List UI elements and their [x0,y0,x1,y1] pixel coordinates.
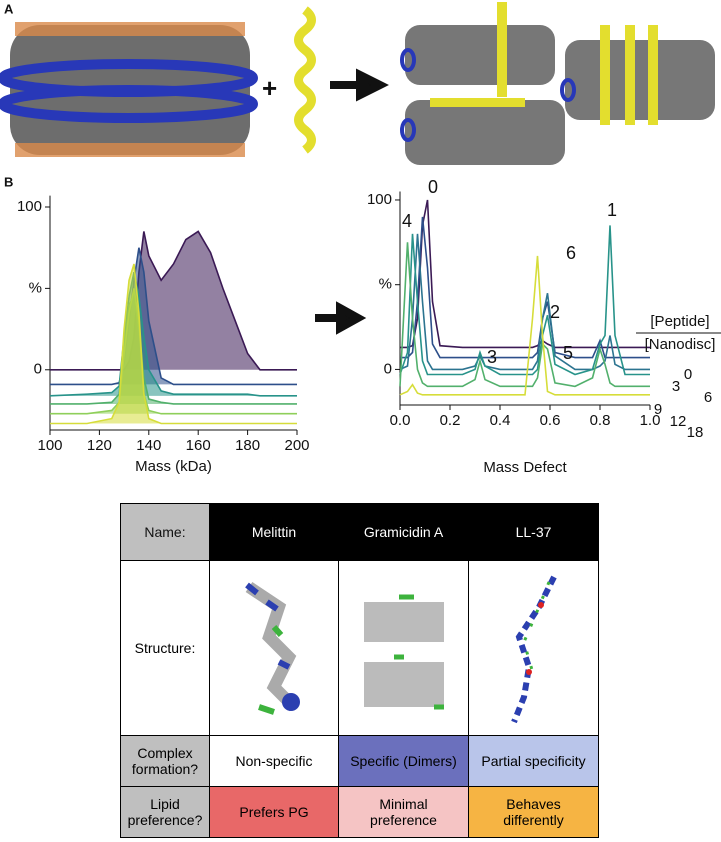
structure-image [338,560,469,736]
legend-label: 3 [672,378,680,395]
x-tick-label: 0.4 [490,412,511,429]
peak-annotation: 1 [607,200,617,220]
legend-label: 0 [684,366,692,383]
series-line [399,255,650,396]
table-cell: Prefers PG [209,786,339,838]
series-line [399,225,650,376]
structure-image [209,560,339,736]
structure-image [468,560,599,736]
header-cell: LL-37 [468,503,599,561]
table-cell: Behaves differently [468,786,599,838]
series-line [400,216,650,359]
x-tick-label: 140 [136,437,161,454]
legend-title: [Peptide] [650,313,709,330]
x-axis-label: Mass Defect [483,459,567,476]
x-tick-label: 200 [284,437,309,454]
x-tick-label: 0.8 [590,412,611,429]
peptide-table: Name: Melittin Gramicidin A LL-37 Struct… [120,503,599,838]
table-row: Lipid preference? Prefers PG Minimal pre… [120,786,599,838]
series-line [400,199,650,349]
x-tick-label: 120 [87,437,112,454]
x-tick-label: 100 [37,437,62,454]
series-line [50,230,297,371]
x-tick-label: 0.0 [390,412,411,429]
y-tick-label: 0 [34,361,42,378]
legend-label: 9 [654,401,662,418]
table-cell: Non-specific [209,735,339,787]
row-label: Name: [120,503,210,561]
table-row: Structure: [120,560,599,736]
series-line [50,263,297,425]
header-cell: Melittin [209,503,339,561]
structure [510,575,557,723]
plus-sign: + [262,73,277,103]
x-tick-label: 0.6 [540,412,561,429]
row-label: Lipid preference? [120,786,210,838]
peak-annotation: 0 [428,177,438,197]
table-cell: Minimal preference [338,786,469,838]
panel-label: B [4,174,13,189]
header-cell: Gramicidin A [338,503,469,561]
row-label: Structure: [120,560,210,736]
panel-label: A [4,1,14,16]
arrow [330,68,389,102]
series-line [399,233,650,371]
table-row: Complex formation? Non-specific Specific… [120,735,599,787]
y-tick-label: 100 [367,191,392,208]
table-cell: Partial specificity [468,735,599,787]
nanodisc-right [400,2,715,165]
nanodisc-left [0,22,258,157]
x-tick-label: 1.0 [640,412,661,429]
y-tick-label: % [379,276,392,293]
legend-title: [Nanodisc] [645,336,716,353]
y-tick-label: 100 [17,198,42,215]
x-tick-label: 180 [235,437,260,454]
x-tick-label: 0.2 [440,412,461,429]
helix [294,6,316,154]
row-label: Complex formation? [120,735,210,787]
y-tick-label: 0 [384,360,392,377]
peak-annotation: 4 [402,211,412,231]
legend-label: 18 [687,424,704,441]
table-cell: Specific (Dimers) [338,735,469,787]
peak-annotation: 6 [566,243,576,263]
legend-label: 12 [670,413,687,430]
x-tick-label: 160 [186,437,211,454]
series-line [399,242,650,388]
legend-label: 6 [704,389,712,406]
peak-annotation: 3 [487,347,497,367]
structure [363,594,444,709]
arrow [315,301,367,335]
structure [245,581,300,715]
y-tick-label: % [29,279,42,296]
peak-annotation: 2 [550,302,560,322]
table-row: Name: Melittin Gramicidin A LL-37 [120,503,599,561]
x-axis-label: Mass (kDa) [135,458,212,475]
peak-annotation: 5 [563,343,573,363]
